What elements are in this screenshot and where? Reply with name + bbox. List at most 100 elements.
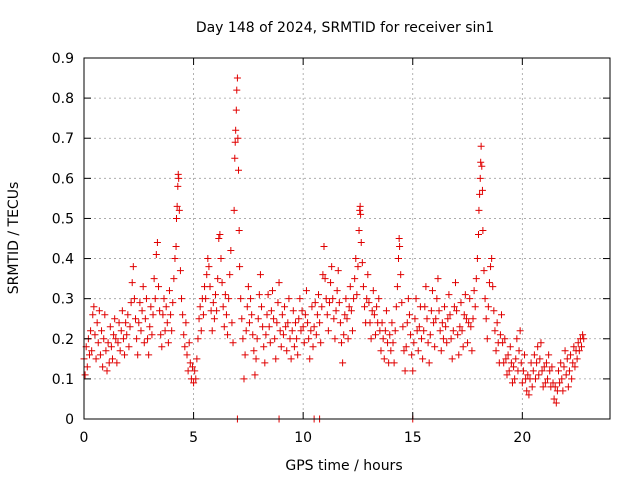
data-point xyxy=(505,367,513,375)
data-point xyxy=(451,279,459,287)
data-point xyxy=(531,375,539,383)
data-point xyxy=(402,343,410,351)
data-point xyxy=(195,315,203,323)
y-tick-label: 0.1 xyxy=(52,372,74,388)
data-point xyxy=(484,303,492,311)
data-point xyxy=(364,271,372,279)
data-point xyxy=(125,343,133,351)
data-point xyxy=(560,363,568,371)
data-point xyxy=(191,367,199,375)
data-point xyxy=(317,339,325,347)
data-point xyxy=(263,311,271,319)
data-point xyxy=(291,319,299,327)
data-point xyxy=(225,295,233,303)
data-point xyxy=(148,331,156,339)
data-point xyxy=(348,327,356,335)
data-point xyxy=(237,295,245,303)
data-point xyxy=(204,255,212,263)
data-point xyxy=(500,359,508,367)
data-point xyxy=(420,327,428,335)
data-point xyxy=(233,86,241,94)
data-point xyxy=(294,351,302,359)
data-point xyxy=(536,355,544,363)
data-point xyxy=(524,371,532,379)
data-point xyxy=(90,303,98,311)
data-point xyxy=(155,283,163,291)
data-point xyxy=(508,379,516,387)
data-point xyxy=(415,323,423,331)
data-point xyxy=(559,387,567,395)
data-point xyxy=(163,319,171,327)
data-point xyxy=(346,283,354,291)
data-point xyxy=(233,74,241,82)
data-point xyxy=(256,271,264,279)
data-point xyxy=(535,371,543,379)
data-point xyxy=(504,351,512,359)
data-point xyxy=(401,367,409,375)
y-tick-label: 0 xyxy=(65,412,74,428)
data-point xyxy=(333,287,341,295)
data-point xyxy=(270,315,278,323)
data-point xyxy=(268,287,276,295)
data-point xyxy=(272,355,280,363)
data-point xyxy=(188,363,196,371)
data-point xyxy=(232,106,240,114)
data-point xyxy=(534,343,542,351)
data-point xyxy=(347,307,355,315)
data-point xyxy=(92,355,100,363)
data-point xyxy=(328,263,336,271)
data-point xyxy=(542,359,550,367)
data-point xyxy=(316,319,324,327)
data-point xyxy=(395,235,403,242)
data-point xyxy=(472,275,480,283)
data-point xyxy=(172,214,180,222)
data-point xyxy=(323,311,331,319)
data-point xyxy=(325,299,333,307)
data-point xyxy=(278,311,286,319)
data-point xyxy=(124,311,132,319)
data-point xyxy=(253,335,261,343)
data-point xyxy=(234,134,242,142)
data-point xyxy=(182,319,190,327)
data-point xyxy=(338,339,346,347)
data-point xyxy=(446,311,454,319)
data-point xyxy=(168,327,176,335)
data-point xyxy=(306,355,314,363)
data-point xyxy=(231,138,239,146)
data-point xyxy=(199,311,207,319)
data-point xyxy=(460,311,468,319)
data-point xyxy=(563,355,571,363)
data-point xyxy=(510,363,518,371)
data-point xyxy=(573,355,581,363)
data-point xyxy=(213,307,221,315)
data-point xyxy=(238,315,246,323)
data-point xyxy=(194,335,202,343)
data-point xyxy=(245,319,253,327)
data-point xyxy=(116,347,124,355)
data-point xyxy=(307,327,315,335)
data-point xyxy=(112,335,120,343)
data-point xyxy=(373,303,381,311)
data-point xyxy=(220,323,228,331)
data-point xyxy=(580,335,588,343)
data-point xyxy=(251,371,259,379)
data-point xyxy=(222,311,230,319)
data-point xyxy=(377,347,385,355)
data-point xyxy=(145,351,153,359)
data-point xyxy=(462,315,470,323)
axis-ticks: 0 0.1 0.2 0.3 0.4 0.5 0.6 0.7 0.8 0.9 0 5 10 15 20 xyxy=(52,51,610,446)
data-point xyxy=(389,339,397,347)
data-point xyxy=(319,271,327,279)
data-point xyxy=(483,335,491,343)
data-point xyxy=(492,347,500,355)
data-point xyxy=(147,303,155,311)
data-point xyxy=(345,303,353,311)
data-point xyxy=(562,371,570,379)
data-point xyxy=(117,327,125,335)
data-point xyxy=(95,307,103,315)
x-axis-label: GPS time / hours xyxy=(285,458,402,474)
data-point xyxy=(300,339,308,347)
data-point xyxy=(99,363,107,371)
data-point xyxy=(227,247,235,255)
data-point xyxy=(176,267,184,275)
